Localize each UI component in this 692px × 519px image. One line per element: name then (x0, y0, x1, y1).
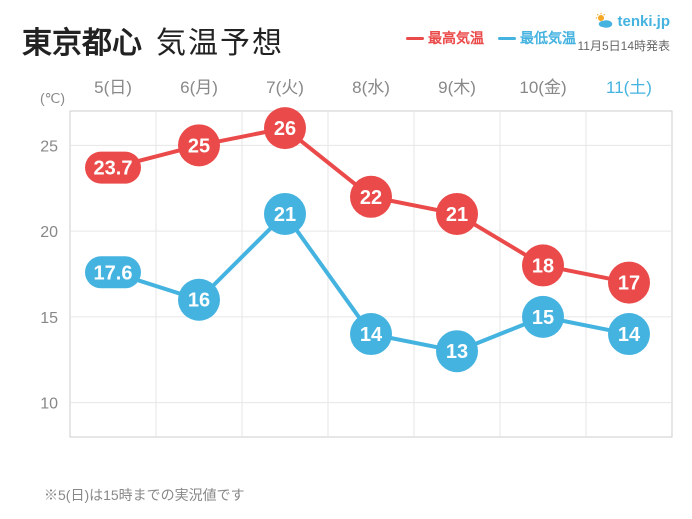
svg-text:10(金): 10(金) (519, 78, 566, 97)
svg-text:18: 18 (532, 255, 554, 277)
tenki-logo: tenki.jp (595, 12, 670, 30)
card: 東京都心 気温予想 最高気温 最低気温 te (0, 0, 692, 519)
logo-text: tenki.jp (617, 13, 670, 30)
svg-text:10: 10 (40, 396, 58, 413)
svg-text:16: 16 (188, 290, 210, 312)
svg-text:5(日): 5(日) (94, 78, 132, 97)
svg-text:8(水): 8(水) (352, 78, 390, 97)
svg-text:15: 15 (40, 310, 58, 327)
legend-low: 最低気温 (498, 28, 576, 48)
legend-low-dash (498, 37, 516, 40)
svg-text:17.6: 17.6 (94, 262, 133, 284)
svg-text:23.7: 23.7 (94, 158, 133, 180)
location-title: 東京都心 (22, 18, 142, 62)
footnote: ※5(日)は15時までの実況値です (44, 485, 245, 505)
chart-svg: 10 15 20 25 (℃) 5(日) 6(月) 7(火) 8(水) 9(木) 10(金) 11(土… (0, 65, 692, 475)
logo-box: tenki.jp 11月5日14時発表 (578, 12, 670, 54)
svg-text:25: 25 (40, 138, 58, 155)
legend: 最高気温 最低気温 (406, 28, 576, 48)
svg-text:11(土): 11(土) (606, 78, 652, 97)
chart-area: 10 15 20 25 (℃) 5(日) 6(月) 7(火) 8(水) 9(木) 10(金) 11(土… (0, 65, 692, 475)
legend-high: 最高気温 (406, 28, 484, 48)
svg-text:25: 25 (188, 135, 210, 157)
legend-high-dash (406, 37, 424, 40)
svg-text:22: 22 (360, 187, 382, 209)
svg-text:(℃): (℃) (40, 90, 65, 106)
published-time: 11月5日14時発表 (578, 37, 670, 54)
svg-text:9(木): 9(木) (438, 78, 476, 97)
sun-cloud-icon (595, 12, 613, 30)
svg-text:14: 14 (360, 324, 383, 346)
svg-text:14: 14 (618, 324, 641, 346)
chart-subtitle: 気温予想 (156, 18, 284, 62)
svg-text:15: 15 (532, 307, 554, 329)
svg-text:21: 21 (446, 204, 468, 226)
svg-text:26: 26 (274, 118, 296, 140)
svg-text:13: 13 (446, 341, 468, 363)
legend-low-label: 最低気温 (520, 28, 576, 48)
svg-text:17: 17 (618, 273, 640, 295)
legend-high-label: 最高気温 (428, 28, 484, 48)
svg-text:21: 21 (274, 204, 296, 226)
svg-text:6(月): 6(月) (180, 78, 218, 97)
svg-text:7(火): 7(火) (266, 78, 304, 97)
svg-text:20: 20 (40, 224, 58, 241)
